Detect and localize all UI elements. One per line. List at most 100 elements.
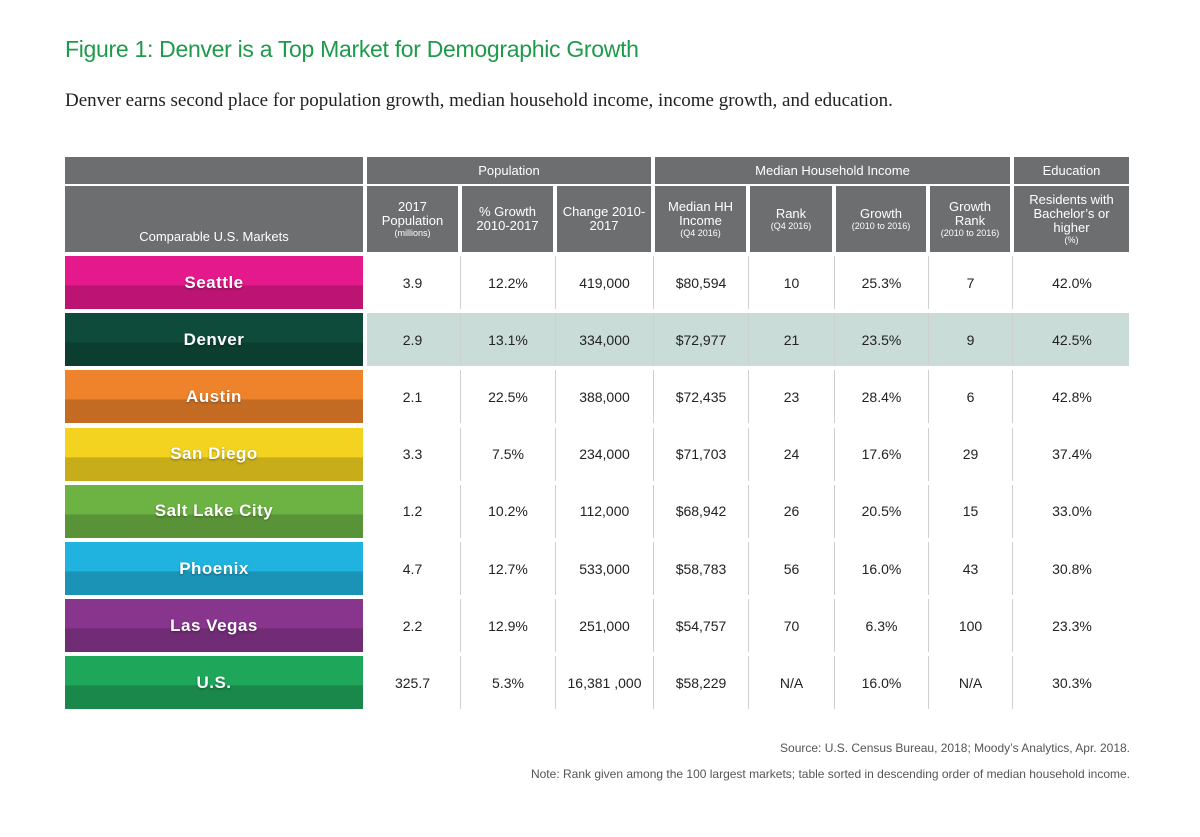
column-label: 2017 Population	[381, 198, 444, 228]
cell-value: 28.4%	[861, 388, 902, 405]
column-sub: (Q4 2016)	[770, 220, 812, 231]
cell-value: 334,000	[579, 331, 630, 348]
table-cell: 6	[928, 370, 1012, 424]
table-cell: 2.2	[365, 599, 460, 652]
cell-value: 1.2	[402, 503, 423, 520]
table-cell: 388,000	[555, 370, 653, 424]
table-cell: 56	[748, 542, 834, 595]
table-cell: 16.0%	[834, 542, 928, 595]
title: Figure 1: Denver is a Top Market for Dem…	[65, 36, 639, 62]
market-name: Denver	[183, 329, 245, 349]
column-header: Rank (Q4 2016)	[750, 186, 832, 252]
cell-value: 24	[783, 446, 800, 463]
table-cell: 16.0%	[834, 656, 928, 710]
market-label: Austin	[65, 370, 363, 424]
cell-value: 10.2%	[488, 503, 528, 520]
cell-value: 21	[783, 331, 800, 348]
market-name: U.S.	[196, 672, 232, 692]
cell-value: $58,229	[675, 674, 727, 691]
table-cell: 13.1%	[460, 313, 555, 367]
cell-value: 43	[962, 560, 979, 577]
cell-value: $71,703	[675, 446, 727, 463]
market-label: U.S.	[65, 656, 363, 710]
market-label: Denver	[65, 313, 363, 367]
market-name: Phoenix	[179, 558, 249, 578]
cell-value: 9	[966, 331, 975, 348]
cell-value: 7	[966, 274, 975, 291]
table-cell: 10.2%	[460, 484, 555, 538]
market-label: San Diego	[65, 427, 363, 481]
cell-value: $68,942	[675, 503, 727, 520]
table-cell: 20.5%	[834, 484, 928, 538]
cell-value: 388,000	[579, 388, 630, 405]
cell-value: 12.7%	[488, 560, 528, 577]
market-label: Salt Lake City	[65, 484, 363, 538]
cell-value: 42.0%	[1052, 274, 1092, 291]
cell-value: 23	[783, 388, 800, 405]
cell-value: 7.5%	[492, 446, 524, 463]
group-label: Education	[1042, 162, 1101, 178]
cell-value: 12.2%	[488, 274, 528, 291]
column-label: % Growth 2010-2017	[476, 204, 539, 233]
note: Note: Rank given among the 100 largest m…	[530, 767, 1130, 781]
market-label: Las Vegas	[65, 599, 363, 653]
cell-value: 10	[783, 274, 800, 291]
table-cell: N/A	[928, 656, 1012, 710]
market-name: Austin	[186, 386, 242, 406]
table-cell: 42.0%	[1012, 256, 1131, 309]
table-cell: 23	[748, 370, 834, 424]
cell-value: 33.0%	[1052, 503, 1092, 520]
column-header: 2017 Population (millions)	[367, 186, 458, 252]
table-cell: 9	[928, 313, 1012, 367]
table-cell: $72,977	[653, 313, 748, 367]
cell-value: 15	[962, 503, 979, 520]
column-label: Median HH Income	[667, 198, 734, 228]
cell-value: 12.9%	[488, 617, 528, 634]
table-cell: 33.0%	[1012, 484, 1131, 538]
table-cell: 16,381 ,000	[555, 656, 653, 710]
cell-value: 13.1%	[488, 331, 528, 348]
cell-value: N/A	[779, 674, 804, 691]
group-label: Population	[478, 162, 540, 178]
column-sub: (%)	[1064, 234, 1079, 245]
table-cell: $68,942	[653, 484, 748, 538]
table-cell: 17.6%	[834, 427, 928, 481]
market-name: San Diego	[170, 444, 258, 464]
table-cell: $80,594	[653, 256, 748, 309]
column-label: Comparable U.S. Markets	[139, 229, 289, 244]
table-cell: 21	[748, 313, 834, 367]
cell-value: 2.2	[402, 617, 423, 634]
table-cell: 23.3%	[1012, 599, 1131, 653]
table-cell: $58,783	[653, 542, 748, 595]
column-header: Comparable U.S. Markets	[65, 186, 363, 252]
cell-value: 2.9	[402, 331, 423, 348]
cell-value: $80,594	[675, 274, 727, 291]
market-label: Phoenix	[65, 542, 363, 595]
column-label: Growth Rank	[949, 198, 991, 228]
group-header: Education	[1014, 157, 1129, 184]
table-cell: 15	[928, 484, 1012, 538]
table-cell: 5.3%	[460, 656, 555, 710]
table-cell: N/A	[748, 656, 834, 710]
cell-value: $58,783	[675, 560, 727, 577]
cell-value: 23.5%	[861, 331, 902, 348]
column-label: Rank	[775, 205, 807, 221]
cell-value: 22.5%	[488, 388, 528, 405]
column-label: Residents with Bachelor’s or higher	[1029, 191, 1114, 235]
column-sub: (millions)	[394, 227, 431, 238]
market-name: Seattle	[184, 272, 244, 292]
cell-value: 533,000	[579, 560, 630, 577]
market-name: Las Vegas	[170, 615, 258, 635]
table-cell: 43	[928, 542, 1012, 595]
cell-value: 70	[783, 617, 800, 634]
group-header-blank	[65, 157, 363, 184]
table-cell: 24	[748, 427, 834, 481]
table-cell: 251,000	[555, 599, 653, 653]
table-cell: 6.3%	[834, 599, 928, 653]
column-header: Growth (2010 to 2016)	[836, 186, 926, 252]
table-cell: 30.8%	[1012, 542, 1131, 595]
cell-value: 325.7	[394, 674, 431, 691]
table-cell: 7	[928, 256, 1012, 309]
cell-value: 30.8%	[1052, 560, 1092, 577]
cell-value: 3.3	[402, 446, 423, 463]
